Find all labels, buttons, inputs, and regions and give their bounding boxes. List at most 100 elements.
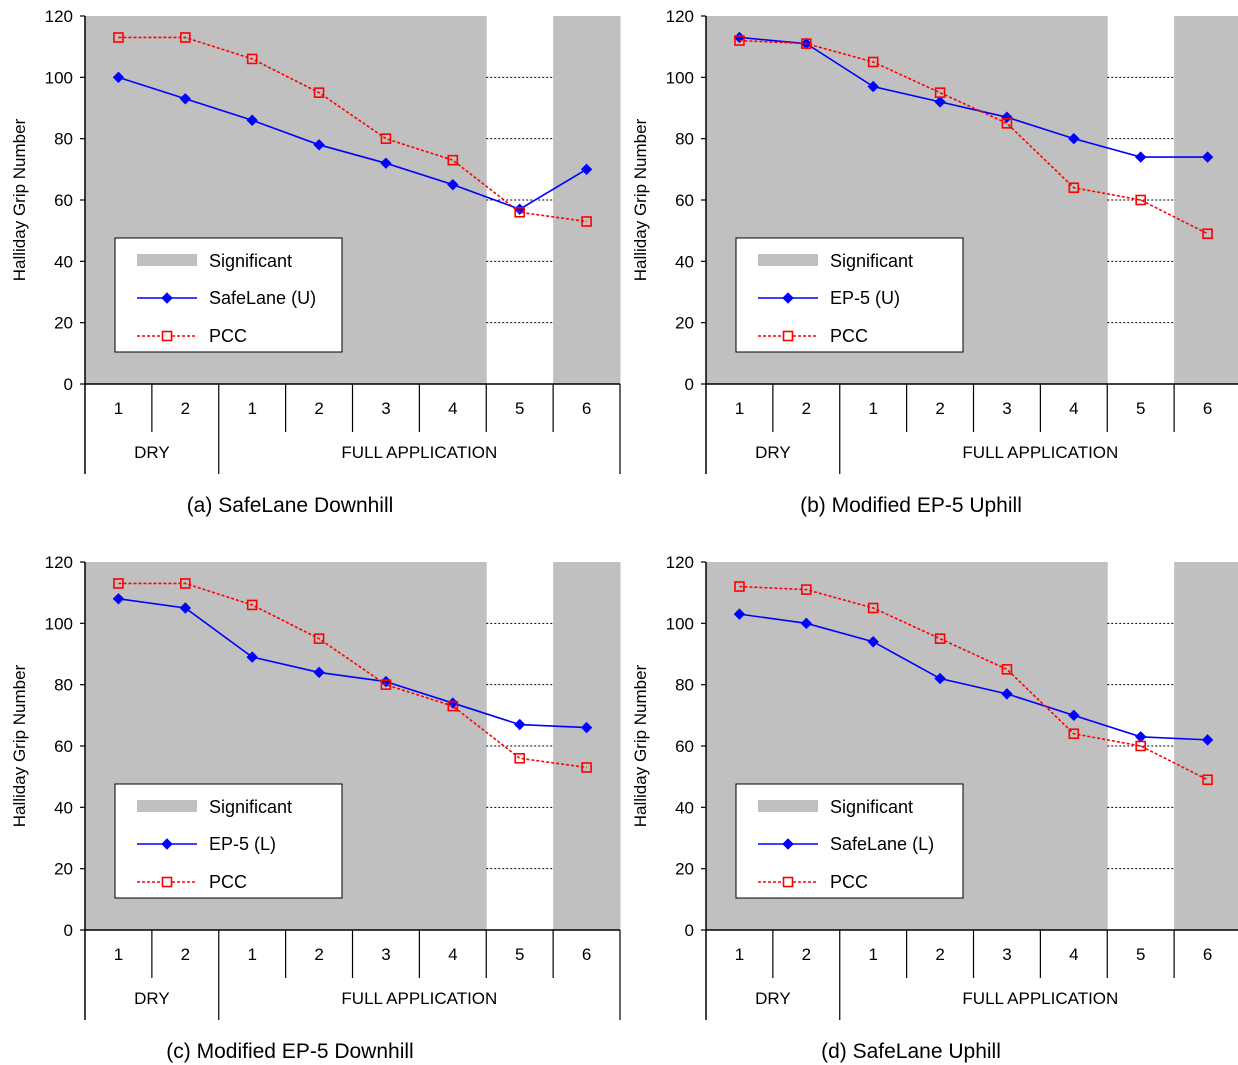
legend-marker <box>782 330 794 342</box>
legend-marker <box>161 838 173 850</box>
chart-caption: (a) SafeLane Downhill <box>187 494 394 517</box>
y-tick-label: 40 <box>54 252 73 271</box>
series-line-1 <box>118 598 587 729</box>
legend-label: PCC <box>209 326 247 346</box>
chart-caption: (c) Modified EP-5 Downhill <box>166 1040 413 1063</box>
legend-significant-swatch <box>137 254 197 266</box>
data-point <box>581 762 592 773</box>
y-tick-label: 100 <box>666 614 694 633</box>
y-tick-label: 120 <box>666 553 694 572</box>
data-point <box>514 206 525 218</box>
data-point <box>246 599 258 611</box>
x-tick-label: 4 <box>448 945 457 964</box>
y-tick-label: 0 <box>685 921 694 940</box>
x-tick-label: 3 <box>1002 945 1011 964</box>
y-tick-label: 100 <box>666 68 694 87</box>
data-point <box>1068 728 1080 740</box>
chart-caption: (d) SafeLane Uphill <box>821 1040 1001 1063</box>
data-point <box>934 633 946 644</box>
data-point <box>867 636 879 648</box>
legend: Significant EP-5 (L) PCC <box>114 783 343 899</box>
x-tick-label: 4 <box>1069 399 1078 418</box>
data-point <box>1134 151 1147 163</box>
significant-band <box>973 16 1041 384</box>
data-point <box>934 87 946 98</box>
x-tick-label: 2 <box>935 945 944 964</box>
data-point <box>313 139 325 151</box>
y-tick-label: 0 <box>64 375 73 394</box>
y-tick-label: 80 <box>675 676 694 695</box>
data-point <box>180 578 191 589</box>
data-point <box>1068 709 1080 722</box>
data-point <box>447 700 459 712</box>
x-tick-label: 6 <box>582 399 591 418</box>
y-tick-label: 80 <box>675 130 694 149</box>
legend-label: PCC <box>830 872 868 892</box>
data-point <box>380 133 392 144</box>
x-tick-label: 2 <box>314 399 323 418</box>
x-tick-label: 5 <box>1136 399 1145 418</box>
x-tick-label: 5 <box>515 945 524 964</box>
legend-marker <box>782 876 794 888</box>
significant-band <box>1040 16 1108 384</box>
chart-panel-4: 0 20 40 60 80 100 120 Halliday Grip Number 1 2 1 2 3… <box>631 553 1238 1063</box>
y-axis-label: Halliday Grip Number <box>631 664 650 827</box>
group-label: FULL APPLICATION <box>341 989 497 1008</box>
data-point <box>1068 132 1080 145</box>
y-tick-label: 100 <box>45 68 73 87</box>
x-tick-label: 2 <box>181 945 190 964</box>
data-point <box>801 584 812 595</box>
data-point <box>313 87 325 98</box>
y-tick-label: 0 <box>64 921 73 940</box>
significant-band <box>1174 562 1238 930</box>
legend: Significant EP-5 (U) PCC <box>735 237 964 353</box>
legend: Significant SafeLane (L) PCC <box>735 783 964 899</box>
y-tick-label: 0 <box>685 375 694 394</box>
legend-label: EP-5 (U) <box>830 288 900 308</box>
legend-label: EP-5 (L) <box>209 834 276 854</box>
data-point <box>246 53 258 65</box>
y-tick-label: 20 <box>54 314 73 333</box>
legend-label: SafeLane (U) <box>209 288 316 308</box>
series-line-1 <box>739 36 1208 158</box>
y-tick-label: 40 <box>54 798 73 817</box>
y-tick-label: 100 <box>45 614 73 633</box>
chart-panel-1: 0 20 40 60 80 100 120 Halliday Grip Number 1 2 1 2 3… <box>10 7 621 517</box>
group-label: DRY <box>755 443 791 462</box>
significant-band <box>419 562 487 930</box>
significant-band <box>352 16 420 384</box>
series-line-2 <box>118 582 587 769</box>
x-tick-label: 6 <box>1203 945 1212 964</box>
data-point <box>1001 688 1013 700</box>
data-point <box>513 718 526 731</box>
legend-label: Significant <box>830 251 913 271</box>
data-point <box>934 672 946 685</box>
data-point <box>447 178 459 191</box>
x-tick-label: 2 <box>314 945 323 964</box>
legend-marker <box>161 876 173 888</box>
y-tick-label: 20 <box>675 860 694 879</box>
data-point <box>580 721 593 734</box>
x-tick-label: 4 <box>448 399 457 418</box>
x-tick-label: 1 <box>114 399 123 418</box>
x-tick-label: 3 <box>1002 399 1011 418</box>
data-point <box>734 35 745 46</box>
data-point <box>113 32 124 43</box>
data-point <box>1202 228 1213 240</box>
y-axis-label: Halliday Grip Number <box>10 664 29 827</box>
legend-label: SafeLane (L) <box>830 834 934 854</box>
legend-label: Significant <box>209 251 292 271</box>
x-tick-label: 1 <box>735 945 744 964</box>
y-tick-label: 20 <box>54 860 73 879</box>
legend-significant-swatch <box>758 800 818 812</box>
y-axis-label: Halliday Grip Number <box>10 118 29 281</box>
data-point <box>112 593 125 605</box>
y-tick-label: 120 <box>45 7 73 26</box>
legend-label: Significant <box>830 797 913 817</box>
x-tick-label: 3 <box>381 945 390 964</box>
chart-panel-2: 0 20 40 60 80 100 120 Halliday Grip Number 1 2 1 2 3… <box>631 7 1238 517</box>
data-point <box>1202 774 1213 786</box>
y-tick-label: 60 <box>675 737 694 756</box>
significant-band <box>352 562 420 930</box>
